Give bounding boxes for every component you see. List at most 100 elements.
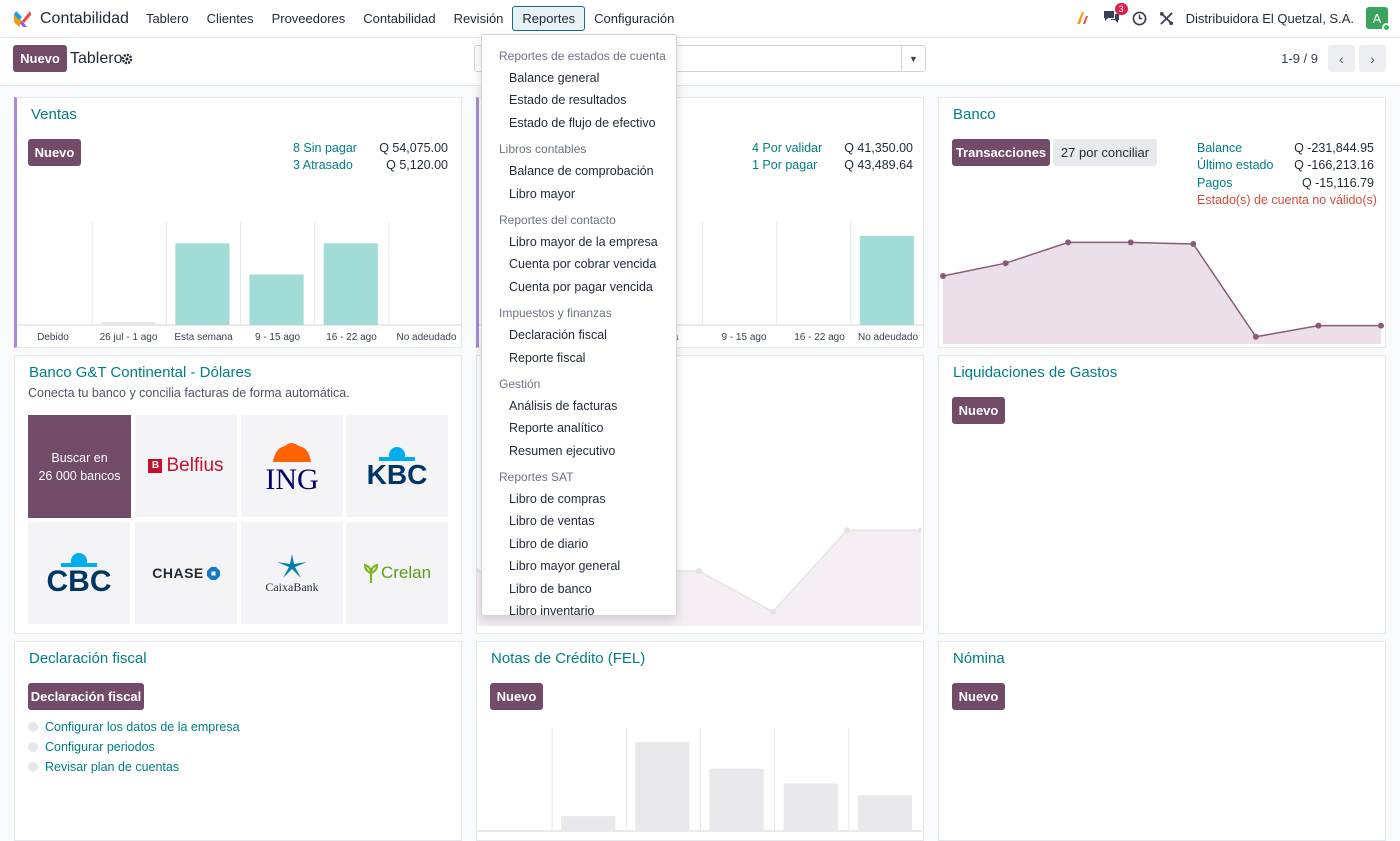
menu-item-report[interactable]: Libro de ventas xyxy=(509,514,595,529)
chevron-left-icon: ‹ xyxy=(1339,50,1344,67)
bar-mark xyxy=(783,783,838,831)
credit-notes-bar-chart xyxy=(477,728,922,832)
bar-mark xyxy=(249,274,304,325)
new-button[interactable]: Nuevo xyxy=(13,45,67,72)
menu-item-report[interactable]: Estado de flujo de efectivo xyxy=(509,115,656,130)
data-point xyxy=(1002,260,1009,267)
bank-tile-chase[interactable]: CHASE xyxy=(135,522,237,624)
bank-name: Belfius xyxy=(166,455,224,476)
menu-item-report[interactable]: Libro de diario xyxy=(509,536,589,551)
menu-item-report[interactable]: Balance general xyxy=(509,71,600,85)
chat-button[interactable]: 3 xyxy=(1103,3,1128,27)
new-invoice-button[interactable]: Nuevo xyxy=(28,139,81,166)
pager: 1-9 / 9 ‹ › xyxy=(1281,45,1386,72)
menu-configuracion[interactable]: Configuración xyxy=(594,11,675,26)
menu-contabilidad[interactable]: Contabilidad xyxy=(363,11,436,26)
search-banks-count: 26 000 bancos xyxy=(38,468,121,483)
x-tick-label: 9 - 15 ago xyxy=(254,332,301,343)
stat-row[interactable]: Pagos Q -15,116.79 xyxy=(1197,176,1374,190)
invalid-statements-warning[interactable]: Estado(s) de cuenta no válido(s) xyxy=(1197,193,1377,207)
menu-reportes[interactable]: Reportes xyxy=(512,6,586,31)
onboarding-step[interactable]: Configurar periodos xyxy=(28,740,240,754)
menu-item-report[interactable]: Estado de resultados xyxy=(509,93,627,108)
menu-item-report[interactable]: Libro mayor xyxy=(509,186,575,201)
card-title[interactable]: Ventas xyxy=(31,106,77,123)
debug-tools-icon[interactable] xyxy=(1159,11,1174,26)
bank-tile-kbc[interactable]: KBC xyxy=(346,415,448,517)
data-point xyxy=(940,273,946,279)
menu-item-report[interactable]: Resumen ejecutivo xyxy=(509,443,616,458)
card-title[interactable]: Banco G&T Continental - Dólares xyxy=(29,364,252,381)
ai-assistant-icon[interactable] xyxy=(1075,10,1091,26)
bar-mark xyxy=(635,741,690,831)
transactions-button[interactable]: Transacciones xyxy=(952,139,1050,166)
bank-name: CaixaBank xyxy=(265,579,319,594)
tax-declaration-button[interactable]: Declaración fiscal xyxy=(28,683,144,710)
control-panel: Nuevo Tablero ▼ 1-9 / 9 ‹ › xyxy=(0,38,1400,86)
activity-clock-icon[interactable] xyxy=(1132,11,1147,26)
pager-value[interactable]: 1-9 / 9 xyxy=(1281,51,1318,66)
bank-name: KBC xyxy=(366,459,428,490)
bank-tile-crelan[interactable]: Crelan xyxy=(346,522,448,624)
stat-row[interactable]: Balance Q -231,844.95 xyxy=(1197,141,1374,155)
search-banks-button[interactable]: Buscar en 26 000 bancos xyxy=(28,415,131,518)
avatar-initial: A xyxy=(1372,10,1382,26)
stat-value: Q -166,213.16 xyxy=(1294,158,1374,172)
menu-clientes[interactable]: Clientes xyxy=(206,11,254,26)
bank-tile-cbc[interactable]: CBC xyxy=(28,522,130,624)
onboarding-step[interactable]: Configurar los datos de la empresa xyxy=(28,720,240,734)
card-title[interactable]: Declaración fiscal xyxy=(29,650,147,667)
gear-icon[interactable] xyxy=(121,53,133,65)
sales-bar-chart xyxy=(17,222,462,326)
company-switcher[interactable]: Distribuidora El Quetzal, S.A. xyxy=(1185,10,1354,26)
card-title[interactable]: Banco xyxy=(953,106,996,123)
x-tick-label: No adeudado xyxy=(857,332,919,343)
new-credit-note-button[interactable]: Nuevo xyxy=(490,683,543,710)
pager-previous-button[interactable]: ‹ xyxy=(1328,45,1355,72)
menu-item-report[interactable]: Balance de comprobación xyxy=(509,164,654,179)
journal-card-banco: Banco Transacciones 27 por conciliar Bal… xyxy=(938,97,1386,348)
menu-item-report[interactable]: Cuenta por pagar vencida xyxy=(509,279,653,294)
bank-tile-caixabank[interactable]: CaixaBank xyxy=(241,522,343,624)
menu-item-report[interactable]: Libro inventario xyxy=(509,604,595,616)
card-title[interactable]: Nómina xyxy=(953,650,1005,667)
menu-item-report[interactable]: Cuenta por cobrar vencida xyxy=(509,257,657,272)
menu-item-report[interactable]: Declaración fiscal xyxy=(509,328,607,343)
bar-mark xyxy=(709,768,764,831)
bank-tile-belfius[interactable]: B Belfius xyxy=(135,415,237,517)
bank-tile-ing[interactable]: ING xyxy=(241,415,343,517)
menu-item-report[interactable]: Libro de banco xyxy=(509,581,592,596)
new-payroll-button[interactable]: Nuevo xyxy=(952,683,1005,710)
menu-item-report[interactable]: Reporte analítico xyxy=(509,421,604,436)
menu-tablero[interactable]: Tablero xyxy=(145,11,189,26)
stat-value: Q 43,489.64 xyxy=(844,158,913,172)
to-reconcile-button[interactable]: 27 por conciliar xyxy=(1053,139,1157,166)
new-expense-button[interactable]: Nuevo xyxy=(952,397,1005,424)
menu-item-report[interactable]: Análisis de facturas xyxy=(509,398,618,413)
stat-row[interactable]: 3 Atrasado Q 5,120.00 xyxy=(293,158,448,172)
stat-row[interactable]: Último estado Q -166,213.16 xyxy=(1197,158,1374,172)
user-avatar[interactable]: A xyxy=(1366,7,1391,32)
bar-mark xyxy=(323,243,378,325)
stat-row[interactable]: 4 Por validar Q 41,350.00 xyxy=(752,141,913,155)
card-title[interactable]: Liquidaciones de Gastos xyxy=(953,364,1118,381)
chat-icon xyxy=(1103,11,1119,23)
stat-row[interactable]: 1 Por pagar Q 43,489.64 xyxy=(752,158,913,172)
journal-card-declaracion: Declaración fiscal Declaración fiscal Co… xyxy=(14,641,462,841)
menu-proveedores[interactable]: Proveedores xyxy=(271,11,346,26)
search-options-toggle[interactable]: ▼ xyxy=(901,46,925,71)
onboarding-step[interactable]: Revisar plan de cuentas xyxy=(28,760,240,774)
menu-item-report[interactable]: Libro mayor general xyxy=(509,559,621,574)
menu-item-report[interactable]: Reporte fiscal xyxy=(509,350,586,365)
journal-card-banco-gt: Banco G&T Continental - Dólares Conecta … xyxy=(14,355,462,634)
app-brand[interactable]: Contabilidad xyxy=(12,9,129,29)
stat-label: 1 Por pagar xyxy=(752,158,818,172)
menu-item-report[interactable]: Libro mayor de la empresa xyxy=(509,234,658,249)
card-title[interactable]: Notas de Crédito (FEL) xyxy=(491,650,646,667)
x-tick-label: No adeudado xyxy=(396,332,457,343)
menu-revision[interactable]: Revisión xyxy=(453,11,504,26)
stat-row[interactable]: 8 Sin pagar Q 54,075.00 xyxy=(293,141,448,155)
bank-name: ING xyxy=(265,463,319,496)
pager-next-button[interactable]: › xyxy=(1359,45,1386,72)
menu-item-report[interactable]: Libro de compras xyxy=(509,492,606,507)
